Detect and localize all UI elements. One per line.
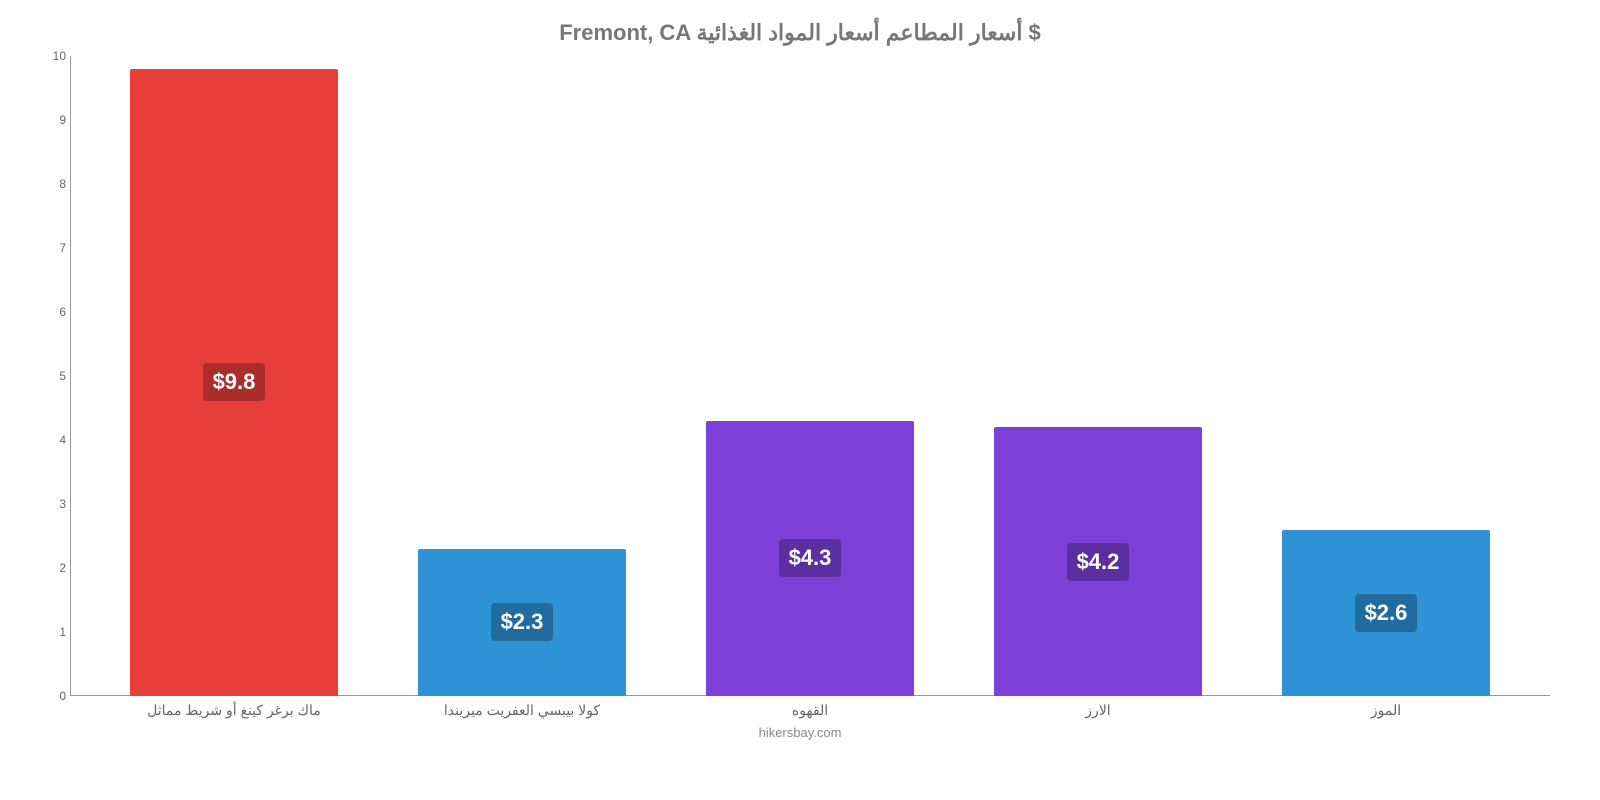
x-axis-label: القهوه [666, 702, 954, 719]
bar-value-label: $4.3 [779, 539, 842, 577]
y-tick-label: 3 [40, 497, 66, 511]
y-tick-label: 4 [40, 433, 66, 447]
bar-slot: $2.3 [378, 56, 666, 696]
bar-slot: $4.2 [954, 56, 1242, 696]
bar: $2.3 [418, 549, 625, 696]
y-tick-label: 0 [40, 689, 66, 703]
y-tick-label: 2 [40, 561, 66, 575]
chart-title: Fremont, CA أسعار المطاعم أسعار المواد ا… [40, 20, 1560, 46]
y-axis: 012345678910 [40, 56, 70, 696]
bar-slot: $2.6 [1242, 56, 1530, 696]
bar: $9.8 [130, 69, 337, 696]
y-tick-label: 5 [40, 369, 66, 383]
bar-value-label: $2.6 [1355, 594, 1418, 632]
bar-value-label: $4.2 [1067, 543, 1130, 581]
y-tick-label: 9 [40, 113, 66, 127]
bar-slot: $4.3 [666, 56, 954, 696]
bars-container: $9.8 $2.3 $4.3 $4.2 $2.6 [70, 56, 1550, 696]
price-chart: Fremont, CA أسعار المطاعم أسعار المواد ا… [0, 0, 1600, 800]
bar: $4.2 [994, 427, 1201, 696]
bar-value-label: $2.3 [491, 603, 554, 641]
plot-area: 012345678910 $9.8$2.3$4.3$4.2$2.6 [70, 56, 1550, 696]
x-axis-label: كولا بيبسي العفريت ميريندا [378, 702, 666, 719]
x-axis-label: الارز [954, 702, 1242, 719]
bar-slot: $9.8 [90, 56, 378, 696]
x-axis-labels: ماك برغر كينغ أو شريط مماثلكولا بيبسي ال… [70, 696, 1550, 719]
bar: $4.3 [706, 421, 913, 696]
y-tick-label: 7 [40, 241, 66, 255]
y-tick-label: 1 [40, 625, 66, 639]
x-axis-label: الموز [1242, 702, 1530, 719]
x-axis-label: ماك برغر كينغ أو شريط مماثل [90, 702, 378, 719]
chart-credit: hikersbay.com [40, 725, 1560, 740]
y-tick-label: 6 [40, 305, 66, 319]
bar-value-label: $9.8 [203, 363, 266, 401]
y-tick-label: 10 [40, 49, 66, 63]
bar: $2.6 [1282, 530, 1489, 696]
y-tick-label: 8 [40, 177, 66, 191]
